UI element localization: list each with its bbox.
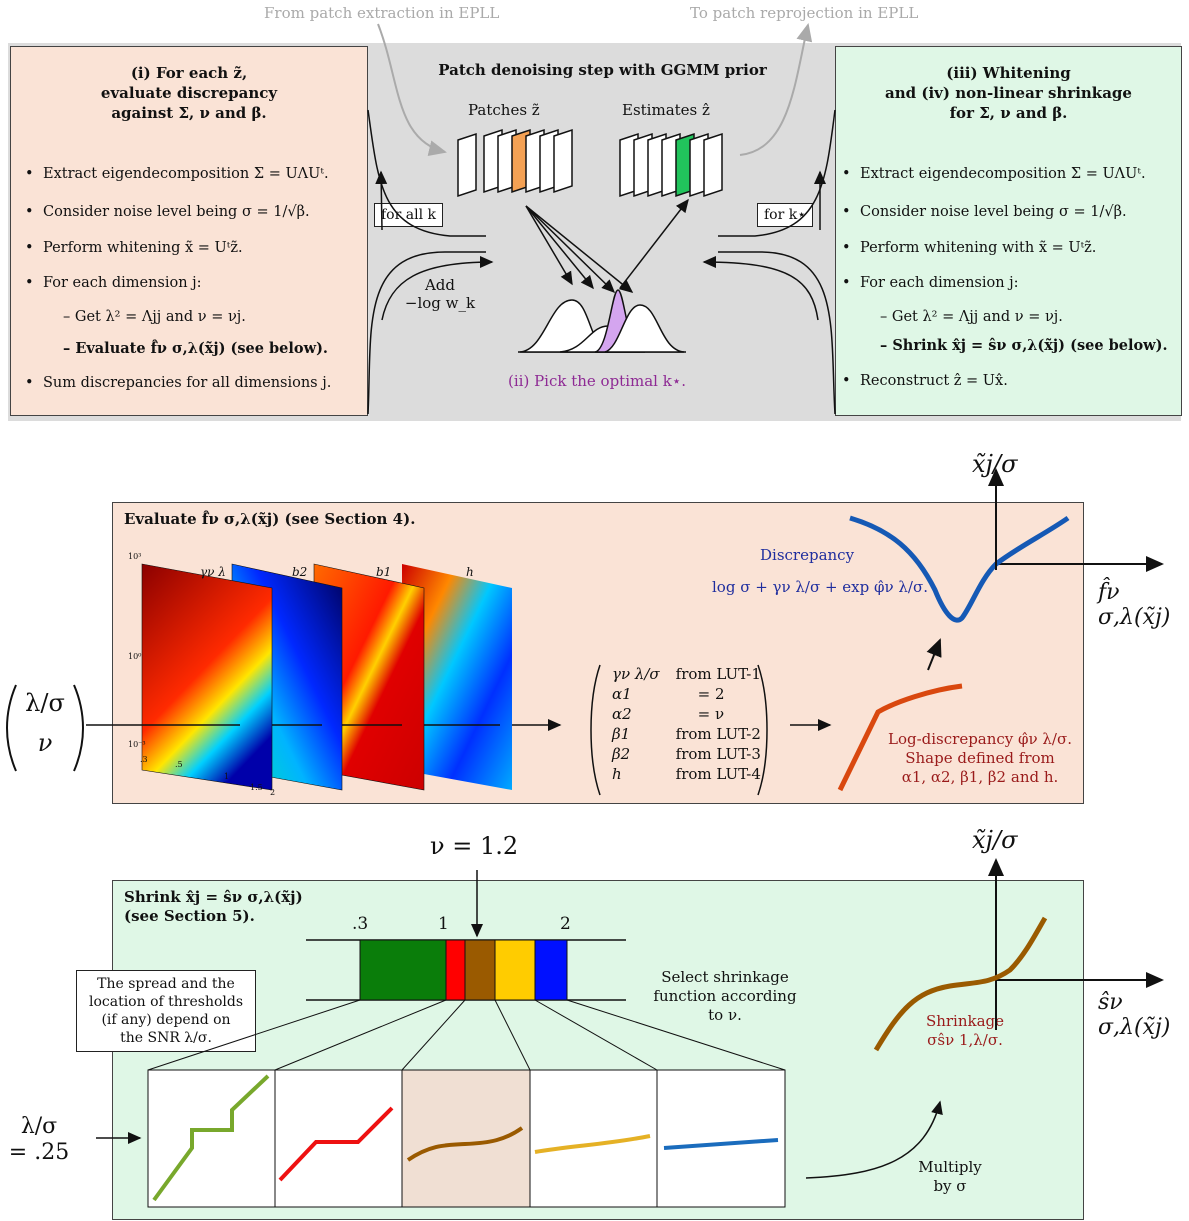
select-text: Select shrinkage function according to ν… bbox=[653, 968, 797, 1024]
right-bullet-4: • For each dimension j: bbox=[842, 275, 1019, 291]
y-tick-top: 10³ bbox=[128, 552, 142, 561]
to-label: To patch reprojection in EPLL bbox=[690, 4, 919, 22]
shrink-curve-yellow bbox=[534, 1134, 651, 1154]
shrink-curve-blue bbox=[663, 1138, 779, 1150]
evaluate-title: Evaluate f̂ν σ,λ(x̃j) (see Section 4). bbox=[124, 510, 416, 528]
eval-axis-x-label: f̂ν σ,λ(x̃j) bbox=[1098, 580, 1171, 630]
from-arrow bbox=[377, 23, 447, 157]
right-sub-2: – Shrink x̂j = ŝν σ,λ(x̃j) (see below). bbox=[880, 337, 1168, 354]
to-arrow bbox=[739, 23, 813, 156]
x-tick-4: 1.5 bbox=[250, 783, 263, 792]
final-shrink-curve bbox=[873, 916, 1048, 1052]
from-label: From patch extraction in EPLL bbox=[264, 4, 500, 22]
lut-table: γν λ/σ from LUT-1 α1 = 2 α2 = ν β1 from LUT-… bbox=[604, 664, 769, 784]
top-graphics bbox=[367, 23, 836, 415]
shrink-curve-green bbox=[152, 1074, 270, 1202]
x-tick-5: 2 bbox=[270, 788, 276, 797]
lambda-input: λ/σ = .25 bbox=[8, 1114, 70, 1165]
right-panel: (iii) Whitening and (iv) non-linear shri… bbox=[835, 46, 1182, 416]
heatmap-h bbox=[402, 564, 512, 790]
band-blue bbox=[534, 939, 568, 1001]
add-label: Add −log w_k bbox=[404, 276, 476, 312]
right-bullet-5: • Reconstruct ẑ = Ux̂. bbox=[842, 373, 1008, 389]
for-k-star-box: for k⋆ bbox=[757, 203, 813, 227]
log-discrepancy-curve bbox=[837, 683, 963, 792]
scale-tick-1: 1 bbox=[438, 914, 449, 934]
panel-selected-bg bbox=[402, 1070, 530, 1207]
lut-row: α2 = ν bbox=[612, 705, 725, 723]
shrinkage-label: Shrinkage σŝν 1,λ/σ. bbox=[925, 1012, 1005, 1049]
nu-label: ν = 1.2 bbox=[430, 832, 519, 860]
estimates-label: Estimates ẑ bbox=[622, 101, 710, 119]
discrepancy-formula: log σ + γν λ/σ + exp φ̂ν λ/σ. bbox=[712, 578, 928, 596]
shrink-title: Shrink x̂j = ŝν σ,λ(x̃j) (see Section 5)… bbox=[124, 888, 303, 925]
gaussian-mixture bbox=[518, 289, 686, 353]
evaluate-graphics bbox=[86, 468, 1164, 796]
x-tick-1: .3 bbox=[140, 755, 148, 764]
band-green bbox=[359, 939, 447, 1001]
right-bullet-3: • Perform whitening with x̃ = Uᵗz̃. bbox=[842, 240, 1097, 256]
y-tick-mid: 10⁰ bbox=[128, 652, 142, 661]
map-label-gamma: γν λ bbox=[200, 565, 226, 579]
right-heading: (iii) Whitening and (iv) non-linear shri… bbox=[885, 64, 1132, 122]
scale-tick-03: .3 bbox=[352, 914, 369, 934]
multiply-label: Multiply by σ bbox=[918, 1158, 982, 1195]
patches-label: Patches z̃ bbox=[468, 101, 540, 119]
lut-row: γν λ/σ from LUT-1 bbox=[612, 665, 761, 683]
shrink-curve-brown bbox=[406, 1126, 524, 1162]
x-tick-2: .5 bbox=[175, 760, 183, 769]
left-sub-1: – Get λ² = Λjj and ν = νj. bbox=[63, 309, 246, 325]
center-title: Patch denoising step with GGMM prior bbox=[438, 61, 767, 79]
lut-row: α1 = 2 bbox=[612, 685, 725, 703]
right-bullet-2: • Consider noise level being σ = 1/√β. bbox=[842, 204, 1127, 220]
map-label-h: h bbox=[466, 565, 474, 579]
heatmap-gamma bbox=[141, 563, 273, 791]
band-red bbox=[445, 939, 466, 1001]
left-sub-2: – Evaluate f̂ν σ,λ(x̃j) (see below). bbox=[63, 340, 328, 357]
y-tick-bot: 10⁻³ bbox=[128, 740, 146, 749]
lut-row: β2 from LUT-3 bbox=[612, 745, 761, 763]
left-heading: (i) For each z̃, evaluate discrepancy ag… bbox=[100, 64, 278, 122]
band-yellow bbox=[494, 939, 536, 1001]
discrepancy-curve bbox=[849, 515, 1070, 623]
eval-axis-y-label: x̃j/σ bbox=[972, 450, 1018, 478]
shrink-graphics bbox=[96, 858, 1164, 1208]
scale-tick-2: 2 bbox=[560, 914, 571, 934]
estimates-stack bbox=[619, 132, 723, 198]
input-vector: λ/σ ν bbox=[6, 683, 84, 773]
right-bullet-1: • Extract eigendecomposition Σ = UΛUᵗ. bbox=[842, 166, 1146, 182]
left-bullet-1: • Extract eigendecomposition Σ = UΛUᵗ. bbox=[25, 166, 329, 182]
snr-note: The spread and the location of threshold… bbox=[76, 970, 256, 1052]
shrink-axis-x-label: ŝν σ,λ(x̃j) bbox=[1098, 990, 1171, 1040]
left-bullet-5: • Sum discrepancies for all dimensions j. bbox=[25, 375, 332, 391]
map-label-b1: b1 bbox=[376, 565, 392, 579]
pick-optimal-label: (ii) Pick the optimal k⋆. bbox=[508, 372, 686, 390]
x-tick-3: 1 bbox=[224, 772, 230, 781]
left-bullet-4: • For each dimension j: bbox=[25, 275, 202, 291]
left-panel: (i) For each z̃, evaluate discrepancy ag… bbox=[10, 46, 368, 416]
discrepancy-label: Discrepancy bbox=[760, 546, 855, 564]
left-bullet-3: • Perform whitening x̃ = Uᵗz̃. bbox=[25, 240, 243, 256]
lut-row: β1 from LUT-2 bbox=[612, 725, 761, 743]
shrink-axis-y-label: x̃j/σ bbox=[972, 826, 1018, 854]
left-bullet-2: • Consider noise level being σ = 1/√β. bbox=[25, 204, 310, 220]
input-lambda: λ/σ bbox=[25, 689, 65, 717]
patches-stack bbox=[457, 128, 573, 198]
band-brown bbox=[464, 939, 496, 1001]
right-sub-1: – Get λ² = Λjj and ν = νj. bbox=[880, 309, 1063, 325]
lut-row: h from LUT-4 bbox=[612, 765, 761, 783]
input-nu: ν bbox=[37, 729, 53, 757]
shrink-curve-red bbox=[278, 1106, 394, 1182]
map-label-b2: b2 bbox=[292, 565, 308, 579]
logdisc-label: Log-discrepancy φ̂ν λ/σ. Shape defined f… bbox=[887, 730, 1072, 786]
